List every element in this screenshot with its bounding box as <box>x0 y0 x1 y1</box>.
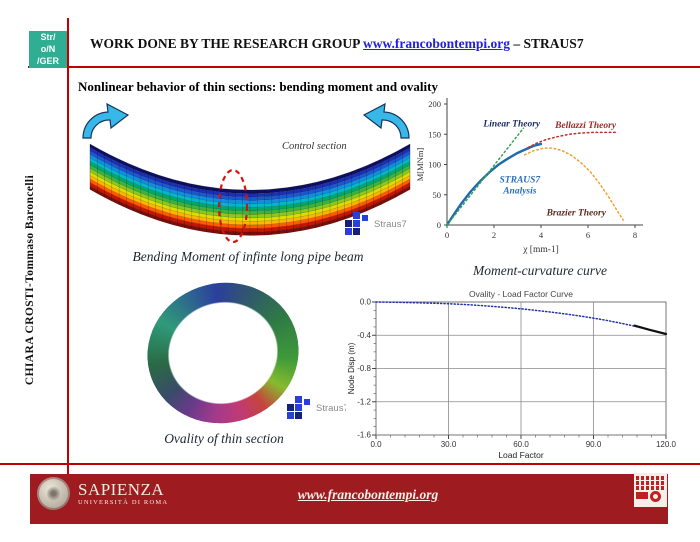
svg-text:-1.2: -1.2 <box>357 397 371 406</box>
svg-text:60.0: 60.0 <box>513 440 529 449</box>
straus7-label: Straus7 <box>316 402 349 414</box>
svg-text:0.0: 0.0 <box>360 298 372 307</box>
straus7-icon <box>287 396 311 420</box>
svg-text:2: 2 <box>492 230 496 240</box>
svg-text:-0.8: -0.8 <box>357 364 371 373</box>
svg-text:Bellazzi Theory: Bellazzi Theory <box>554 121 617 131</box>
svg-text:30.0: 30.0 <box>441 440 457 449</box>
slide-subtitle: Nonlinear behavior of thin sections: ben… <box>78 79 438 94</box>
svg-text:Load Factor: Load Factor <box>498 450 544 460</box>
svg-text:0: 0 <box>445 230 449 240</box>
moment-curvature-caption: Moment-curvature curve <box>472 263 608 278</box>
sapienza-wordmark: SAPIENZA <box>78 480 165 499</box>
svg-text:-0.4: -0.4 <box>357 331 371 340</box>
svg-text:Ovality - Load Factor Curve: Ovality - Load Factor Curve <box>469 289 573 299</box>
svg-text:4: 4 <box>539 230 544 240</box>
svg-text:-1.6: -1.6 <box>357 431 371 440</box>
ovality-caption: Ovality of thin section <box>164 431 284 446</box>
footer-francobontempi-link[interactable]: www.francobontempi.org <box>297 487 439 502</box>
stronger-logo-line: o/N <box>40 44 56 54</box>
svg-text:200: 200 <box>428 99 441 109</box>
fb-stamp-logo <box>634 473 667 507</box>
svg-text:STRAUS7: STRAUS7 <box>500 176 542 186</box>
svg-text:6: 6 <box>586 230 590 240</box>
straus7-label: Straus7 <box>374 218 407 230</box>
svg-text:Node Disp (m): Node Disp (m) <box>347 342 356 394</box>
stronger-logo: Str/ o/N /GER <box>29 31 67 68</box>
beam-mesh-group <box>89 143 411 236</box>
svg-text:Brazier Theory: Brazier Theory <box>546 208 607 218</box>
svg-text:M[MNm]: M[MNm] <box>415 148 425 182</box>
beam-figure-svg <box>82 102 411 244</box>
stronger-logo-line: Str/ <box>40 32 56 42</box>
footer-bar: SAPIENZA Università di Roma www.francobo… <box>30 473 668 524</box>
fb-stamp-pattern <box>636 476 665 490</box>
red-horizontal-rule-top <box>28 66 700 68</box>
slide-header-title: WORK DONE BY THE RESEARCH GROUP www.fran… <box>90 36 690 52</box>
author-sidebar: CHIARA CROSTI-Tommaso Baroncelli <box>8 130 52 430</box>
svg-text:0: 0 <box>437 220 441 230</box>
sapienza-emblem <box>37 477 70 510</box>
author-sidebar-text: CHIARA CROSTI-Tommaso Baroncelli <box>24 174 36 386</box>
beam-caption: Bending Moment of infinte long pipe beam <box>132 249 364 264</box>
svg-text:90.0: 90.0 <box>586 440 602 449</box>
svg-text:Linear Theory: Linear Theory <box>482 119 541 129</box>
moment-curvature-chart: 0 2 4 6 8 0 50 100 150 200 χ [mm-1] M[MNm] Linear Th… <box>415 98 643 255</box>
svg-text:100: 100 <box>428 160 441 170</box>
sapienza-block: SAPIENZA Università di Roma <box>78 480 169 507</box>
svg-text:8: 8 <box>633 230 637 240</box>
sapienza-subtitle: Università di Roma <box>78 499 169 506</box>
red-vertical-rule <box>67 18 69 474</box>
control-section-label: Control section <box>282 141 347 152</box>
red-horizontal-rule-bottom <box>0 463 700 465</box>
control-section-ellipse <box>217 168 249 244</box>
svg-text:0.0: 0.0 <box>370 440 382 449</box>
svg-text:50: 50 <box>433 190 442 200</box>
moment-arrow-left-icon <box>82 102 130 139</box>
straus7-icon <box>345 212 369 236</box>
straus7-logo: Straus7 <box>345 212 407 236</box>
svg-text:120.0: 120.0 <box>656 440 676 449</box>
francobontempi-link[interactable]: www.francobontempi.org <box>363 36 511 51</box>
stronger-logo-line: /GER <box>36 56 59 66</box>
header-title-prefix: WORK DONE BY THE RESEARCH GROUP <box>90 36 364 51</box>
svg-text:150: 150 <box>428 129 441 139</box>
fb-stamp-initials <box>636 491 665 502</box>
header-title-suffix: – STRAUS7 <box>510 36 584 51</box>
svg-text:Analysis: Analysis <box>502 187 537 197</box>
moment-arrow-right-icon <box>362 102 410 139</box>
svg-text:χ [mm-1]: χ [mm-1] <box>522 245 559 255</box>
straus7-logo: Straus7 <box>287 396 349 420</box>
load-factor-chart: Ovality - Load Factor Curve 0.0 30.0 60.0 90… <box>346 288 676 460</box>
